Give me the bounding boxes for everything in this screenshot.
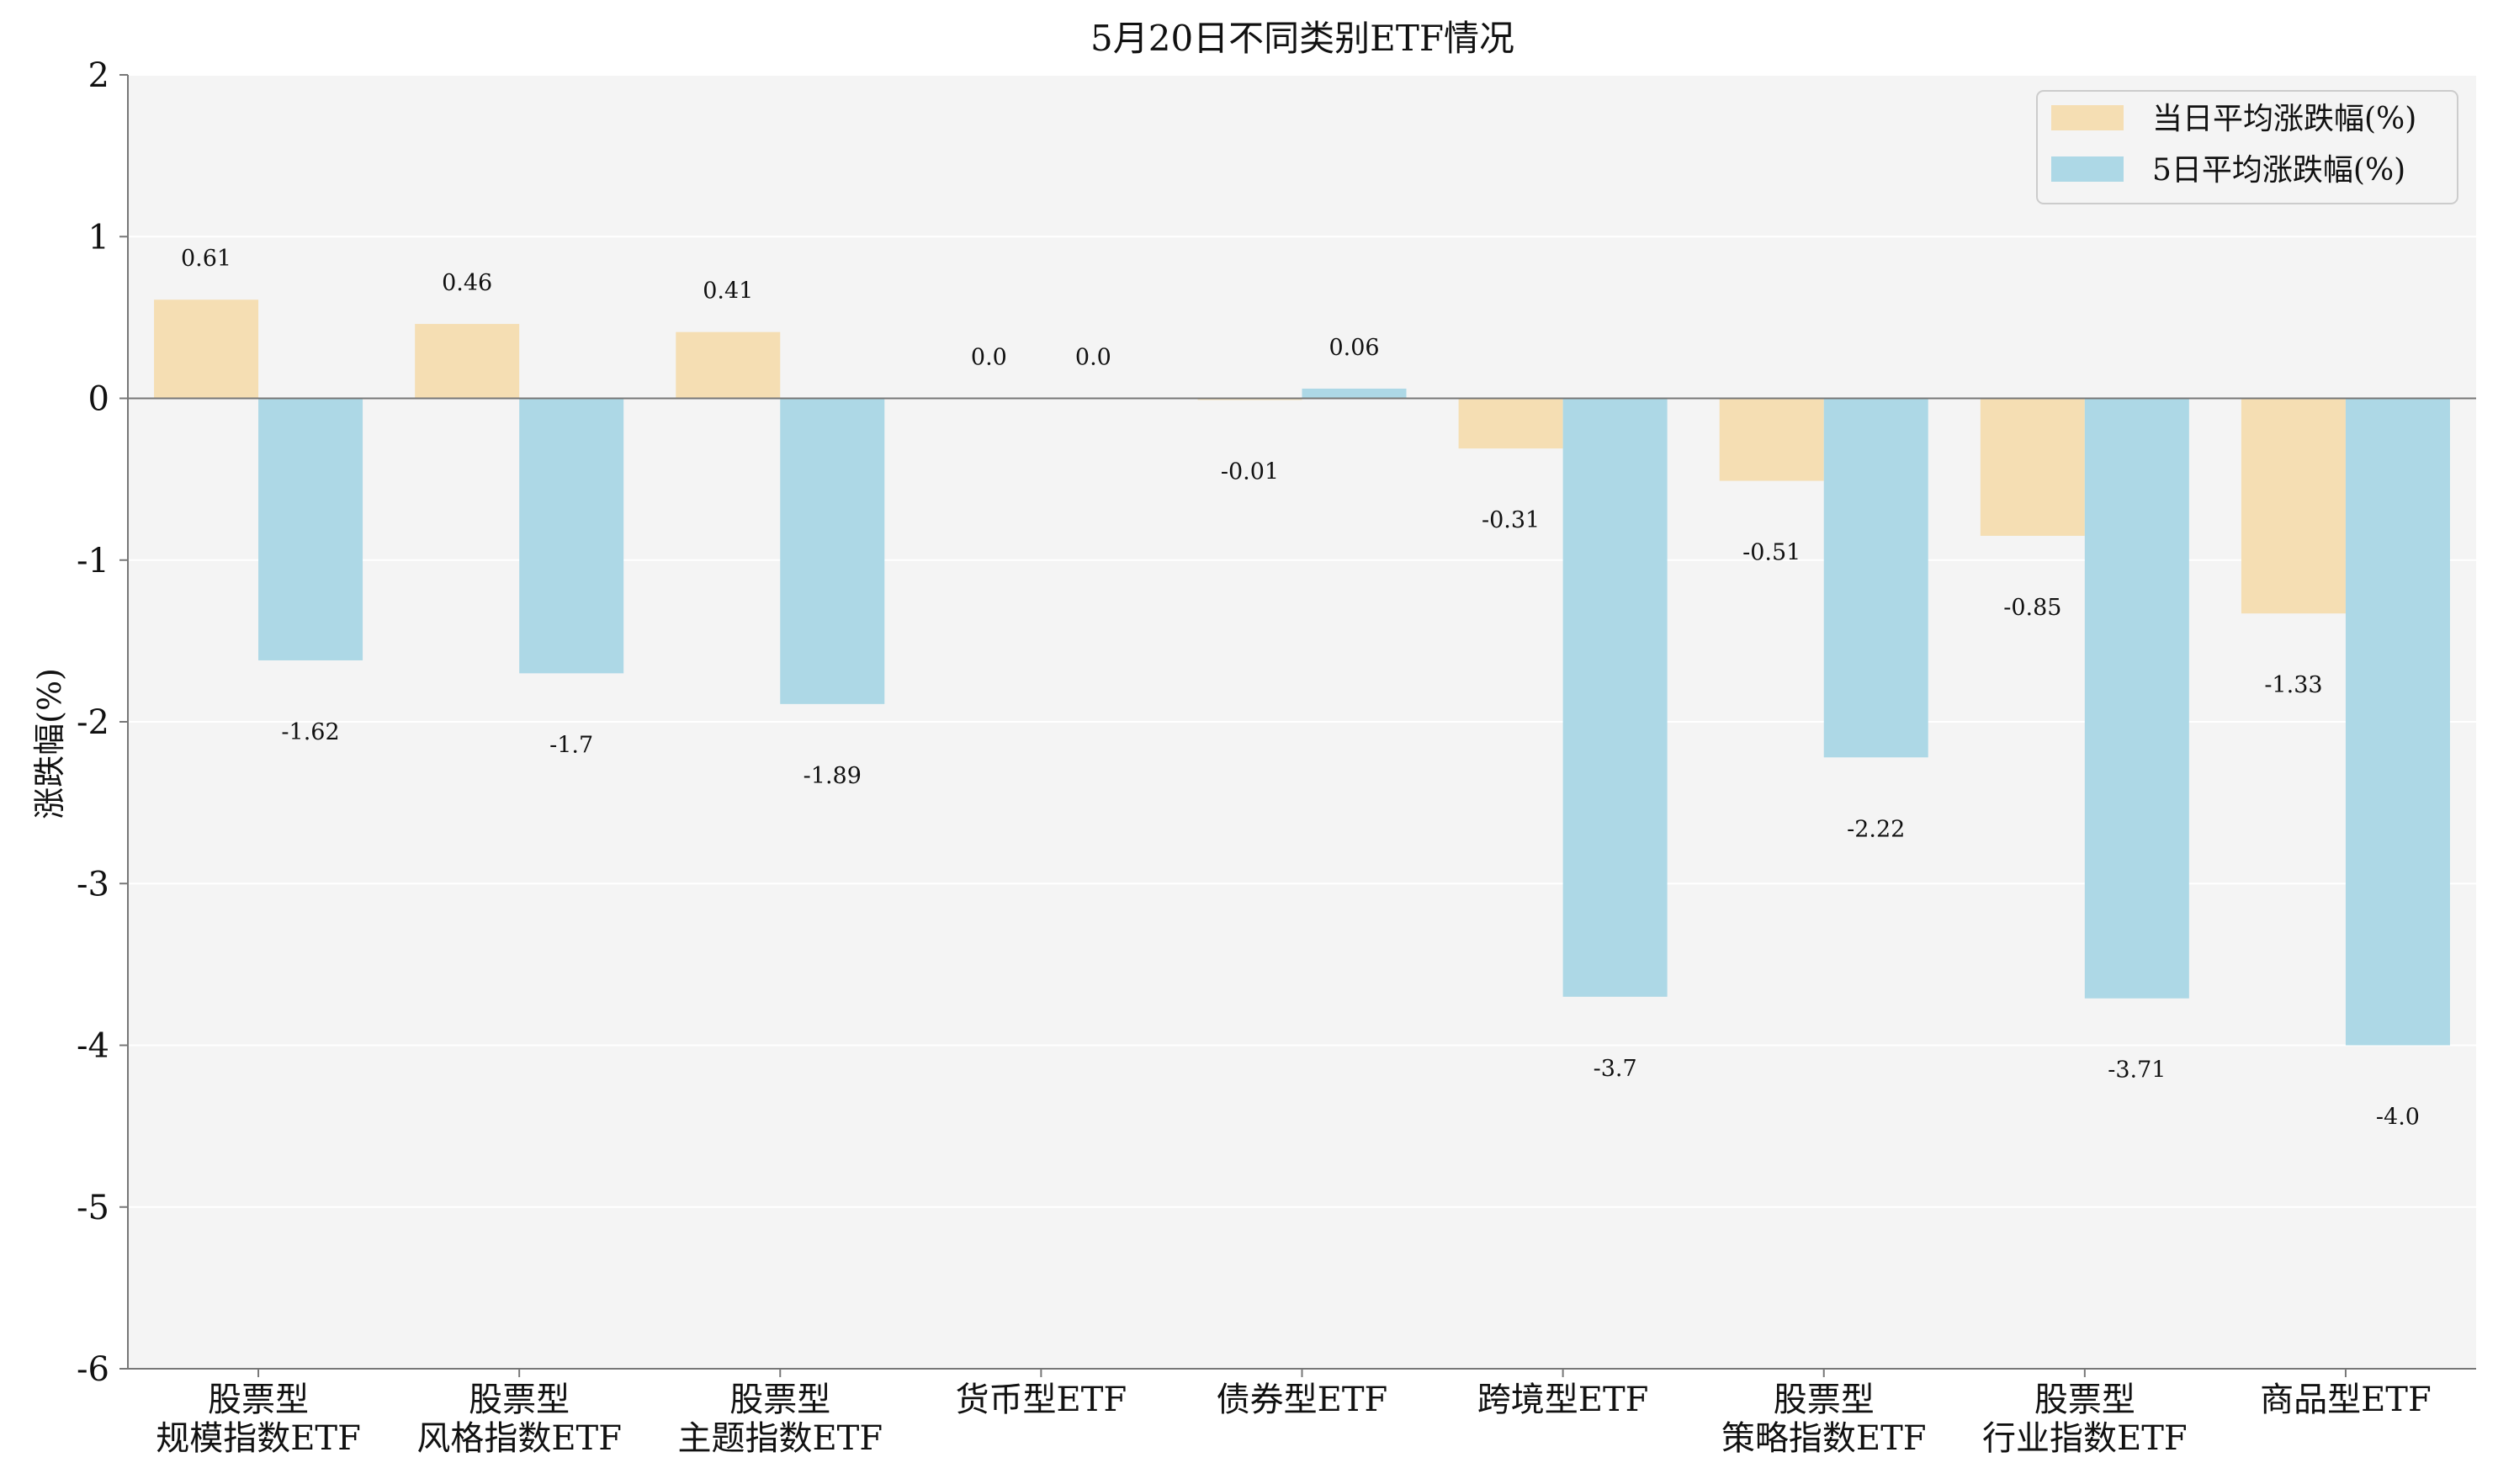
y-tick-label: -2 — [77, 703, 109, 742]
data-label-daily: -0.31 — [1482, 507, 1540, 533]
y-axis-label: 涨跌幅(%) — [31, 668, 68, 819]
x-tick-label: 债券型ETF — [1217, 1381, 1388, 1419]
x-tick-label: 规模指数ETF — [156, 1419, 361, 1458]
data-label-5day: -3.7 — [1594, 1056, 1637, 1082]
legend-label-5day: 5日平均涨跌幅(%) — [2152, 153, 2405, 188]
x-tick-label: 股票型 — [1774, 1381, 1875, 1419]
bar-daily — [2241, 398, 2346, 614]
bar-daily — [1980, 398, 2085, 536]
legend: 当日平均涨跌幅(%) 5日平均涨跌幅(%) — [2036, 90, 2458, 204]
data-label-5day: 0.06 — [1329, 335, 1379, 361]
x-tick-label: 跨境型ETF — [1477, 1381, 1649, 1419]
y-tick-label: -4 — [77, 1027, 109, 1066]
data-label-daily: 0.41 — [703, 278, 753, 305]
y-tick-label: 1 — [88, 218, 109, 257]
legend-swatch-5day — [2051, 156, 2124, 182]
data-label-daily: -0.85 — [2003, 595, 2061, 621]
chart-title: 5月20日不同类别ETF情况 — [1090, 18, 1514, 59]
data-label-daily: 0.61 — [181, 246, 231, 272]
axes: 210-1-2-3-4-5-6股票型规模指数ETF股票型风格指数ETF股票型主题… — [77, 56, 2476, 1458]
data-label-daily: -1.33 — [2264, 672, 2322, 698]
x-tick-label: 股票型 — [469, 1381, 570, 1419]
data-label-daily: -0.01 — [1221, 458, 1279, 485]
y-tick-label: -1 — [77, 542, 109, 580]
y-tick-label: -3 — [77, 865, 109, 904]
bar-daily — [676, 331, 781, 399]
x-tick-label: 货币型ETF — [956, 1381, 1127, 1419]
x-tick-label: 风格指数ETF — [416, 1419, 622, 1458]
y-tick-label: -6 — [77, 1350, 109, 1389]
y-tick-label: -5 — [77, 1189, 109, 1227]
y-tick-label: 2 — [88, 56, 109, 95]
bar-daily — [415, 324, 520, 399]
bars — [154, 299, 2450, 1046]
data-label-5day: -1.7 — [549, 732, 593, 758]
x-tick-label: 股票型 — [208, 1381, 309, 1419]
x-tick-label: 商品型ETF — [2260, 1381, 2432, 1419]
bar-5day — [258, 398, 363, 660]
x-tick-label: 股票型 — [729, 1381, 830, 1419]
x-tick-label: 主题指数ETF — [677, 1419, 883, 1458]
bar-daily — [154, 299, 259, 399]
data-label-5day: -2.22 — [1847, 816, 1905, 842]
y-tick-label: 0 — [88, 380, 109, 419]
data-label-5day: -4.0 — [2376, 1105, 2420, 1131]
data-label-daily: 0.0 — [971, 345, 1007, 371]
data-labels: 0.61 -1.62 0.46 -1.7 0.41 -1.89 0.0 0.0 -0.01 0.0… — [181, 246, 2420, 1130]
legend-swatch-daily — [2051, 105, 2124, 130]
data-label-5day: 0.0 — [1075, 345, 1111, 371]
legend-box — [2036, 90, 2458, 204]
bar-5day — [2345, 398, 2450, 1046]
data-label-5day: -1.62 — [281, 719, 339, 745]
bar-5day — [1823, 398, 1928, 758]
bar-daily — [1458, 398, 1563, 449]
legend-label-daily: 当日平均涨跌幅(%) — [2152, 102, 2416, 136]
bar-5day — [1302, 388, 1407, 399]
x-tick-label: 股票型 — [2034, 1381, 2135, 1419]
data-label-daily: 0.46 — [442, 270, 492, 296]
data-label-5day: -1.89 — [803, 763, 862, 789]
bar-5day — [1562, 398, 1668, 997]
x-tick-label: 策略指数ETF — [1721, 1419, 1927, 1458]
bar-5day — [2084, 398, 2189, 999]
data-label-daily: -0.51 — [1742, 540, 1801, 566]
bar-5day — [519, 398, 624, 674]
bar-5day — [780, 398, 885, 704]
bar-daily — [1719, 398, 1824, 481]
x-tick-label: 行业指数ETF — [1982, 1419, 2188, 1458]
data-label-5day: -3.71 — [2108, 1057, 2166, 1084]
